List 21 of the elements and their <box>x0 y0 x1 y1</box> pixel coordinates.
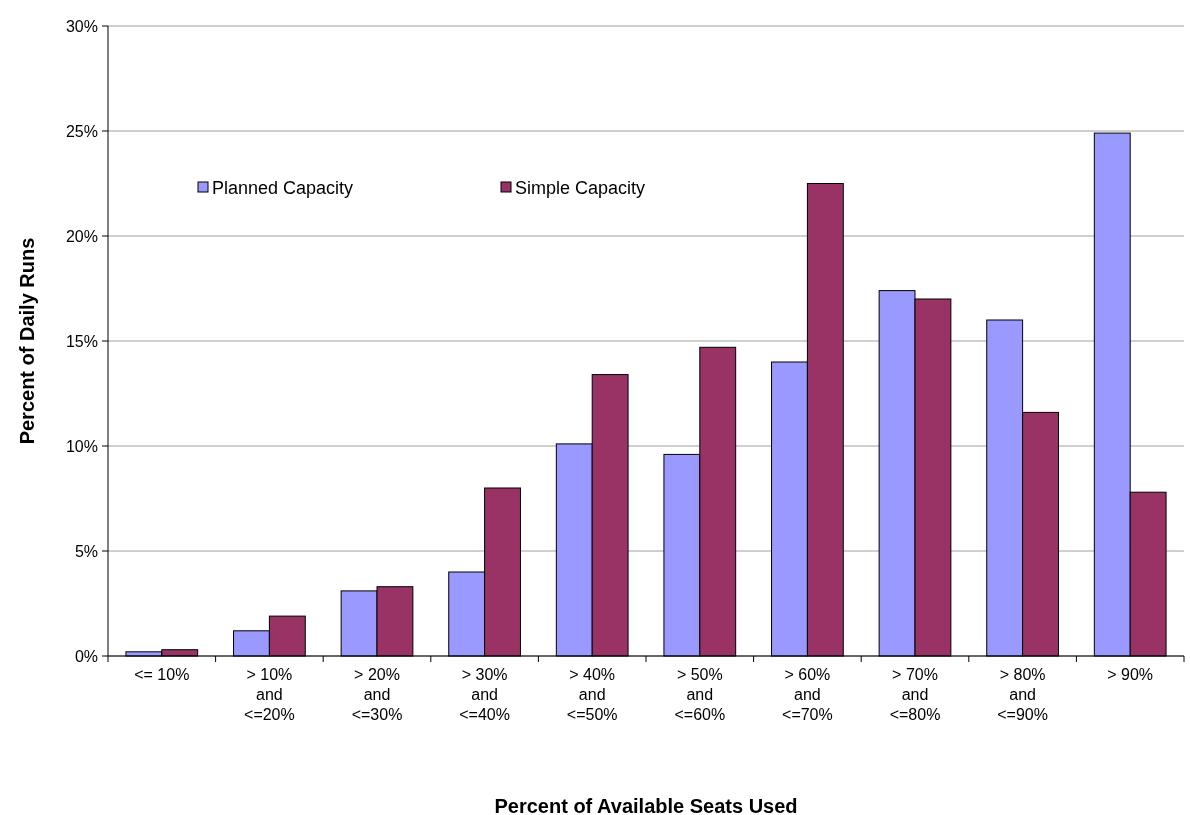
x-tick-label: > 40% and <=50% <box>566 666 618 723</box>
y-tick-label: 5% <box>74 542 98 560</box>
x-axis-title: Percent of Available Seats Used <box>494 795 798 815</box>
x-tick-label: <= 10% <box>134 666 190 683</box>
x-tick-label: > 60% and <=70% <box>782 666 833 723</box>
x-tick-label: > 90% <box>1107 666 1154 683</box>
x-tick-label: > 80% and <=90% <box>997 666 1048 723</box>
x-tick-label: > 20% and <=30% <box>351 666 403 723</box>
x-tick-label: > 30% and <=40% <box>459 666 510 723</box>
legend-label: Simple Capacity <box>515 178 646 199</box>
x-tick-label: > 70% and <=80% <box>889 666 941 723</box>
y-tick-label: 20% <box>65 227 98 245</box>
y-tick-label: 0% <box>74 647 98 665</box>
y-tick-label: 10% <box>65 437 98 455</box>
y-tick-label: 25% <box>65 122 98 140</box>
y-axis-title: Percent of Daily Runs <box>16 237 38 445</box>
y-tick-label: 30% <box>65 17 98 35</box>
x-tick-label: > 10% and <=20% <box>244 666 295 723</box>
x-tick-label: > 50% and <=60% <box>674 666 726 723</box>
y-tick-label: 15% <box>65 332 98 350</box>
legend-label: Planned Capacity <box>212 178 354 199</box>
